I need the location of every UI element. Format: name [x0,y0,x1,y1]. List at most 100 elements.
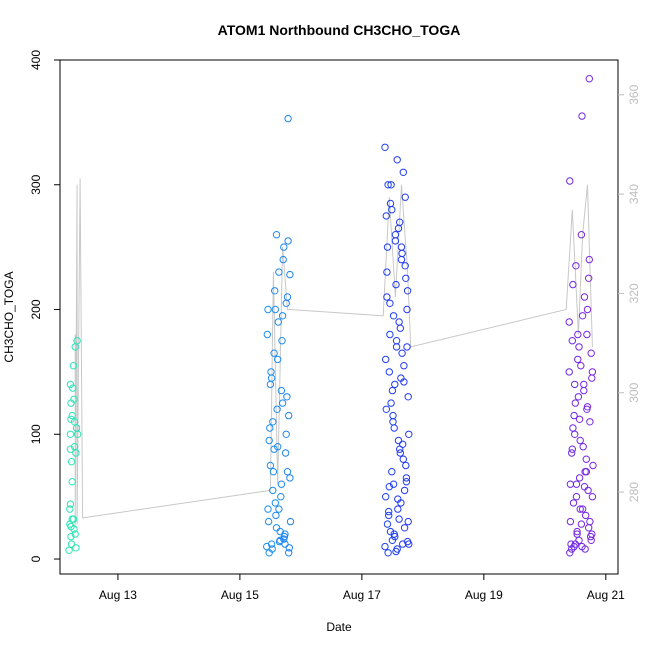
data-point [285,411,293,420]
data-point [397,243,406,251]
data-point [381,542,389,551]
data-point [399,455,407,463]
data-point [280,243,288,251]
data-point [66,430,75,438]
data-point [282,299,290,307]
data-point [383,520,392,528]
data-point [391,380,399,389]
data-point [567,540,575,548]
data-point [66,380,75,389]
data-point [391,231,400,239]
data-point [265,436,273,445]
data-point [275,505,283,513]
data-point [396,324,404,332]
data-point [278,312,287,320]
data-point [72,424,81,432]
data-point [72,449,80,457]
data-point [276,527,284,536]
data-point [264,517,273,526]
data-point [265,549,273,557]
data-point [278,399,287,407]
data-point [394,495,402,503]
data-point [72,544,80,552]
data-point [566,517,575,526]
y-tick-label: 300 [29,174,43,194]
y-tick-label: 100 [29,424,43,444]
data-point [392,280,400,289]
data-point [389,312,398,320]
data-point [389,480,398,488]
data-point [269,486,277,495]
data-point [405,430,413,438]
data-point [74,430,82,438]
data-point [403,343,411,351]
data-point [569,499,578,507]
data-point [73,337,81,345]
data-point [400,362,408,370]
data-point [286,270,294,279]
data-point [572,480,581,488]
y-axis-label: CH3CHO_TOGA [2,271,16,362]
data-point [571,540,579,548]
chart-title: ATOM1 Northbound CH3CHO_TOGA [218,22,461,38]
data-point [588,374,596,382]
data-point [66,500,75,508]
data-point [389,411,397,420]
data-point [386,299,394,307]
data-point [568,337,576,345]
data-point [404,517,412,526]
data-point [578,312,587,320]
data-point [385,507,393,516]
data-point [582,511,590,520]
x-tick-label: Aug 13 [99,588,137,602]
data-point [275,268,283,276]
data-point [569,280,577,289]
data-point [576,505,584,513]
data-point [585,255,593,264]
data-point [67,540,76,548]
y2-tick-label: 300 [627,382,641,402]
data-point [386,527,395,536]
y2-tick-label: 340 [627,184,641,204]
data-point [71,530,79,538]
data-point [399,168,407,177]
data-point [575,343,583,351]
data-point [277,493,285,501]
data-point [577,520,586,528]
data-point [284,114,292,123]
data-point [584,486,592,495]
data-point [394,505,402,513]
data-point [66,505,74,513]
data-point [387,399,395,407]
data-point [266,461,275,470]
data-point [400,524,409,532]
data-point [580,293,589,301]
data-point [583,305,592,314]
data-point [388,386,397,395]
data-point [398,249,406,258]
data-point [400,486,409,495]
x-tick-label: Aug 15 [221,588,259,602]
trace-polyline [74,178,593,528]
data-point [404,393,412,401]
data-point [274,355,282,364]
x-axis: Aug 13 Aug 15 Aug 17 Aug 19 Aug 21 [99,574,625,602]
data-point [587,349,595,357]
data-point [387,181,395,189]
data-point [382,212,390,220]
data-point [405,540,413,548]
y2-tick-label: 320 [627,283,641,303]
y-axis: 0 100 200 300 400 [29,50,60,562]
data-point [388,206,396,214]
data-point [272,511,280,520]
data-point [565,318,573,326]
data-point [589,461,597,470]
data-point [576,436,584,445]
data-point [69,515,78,523]
data-point [277,480,286,488]
data-point [285,549,293,557]
data-point [383,293,391,301]
data-point [572,493,581,501]
data-point [383,243,392,251]
data-point [574,355,582,364]
